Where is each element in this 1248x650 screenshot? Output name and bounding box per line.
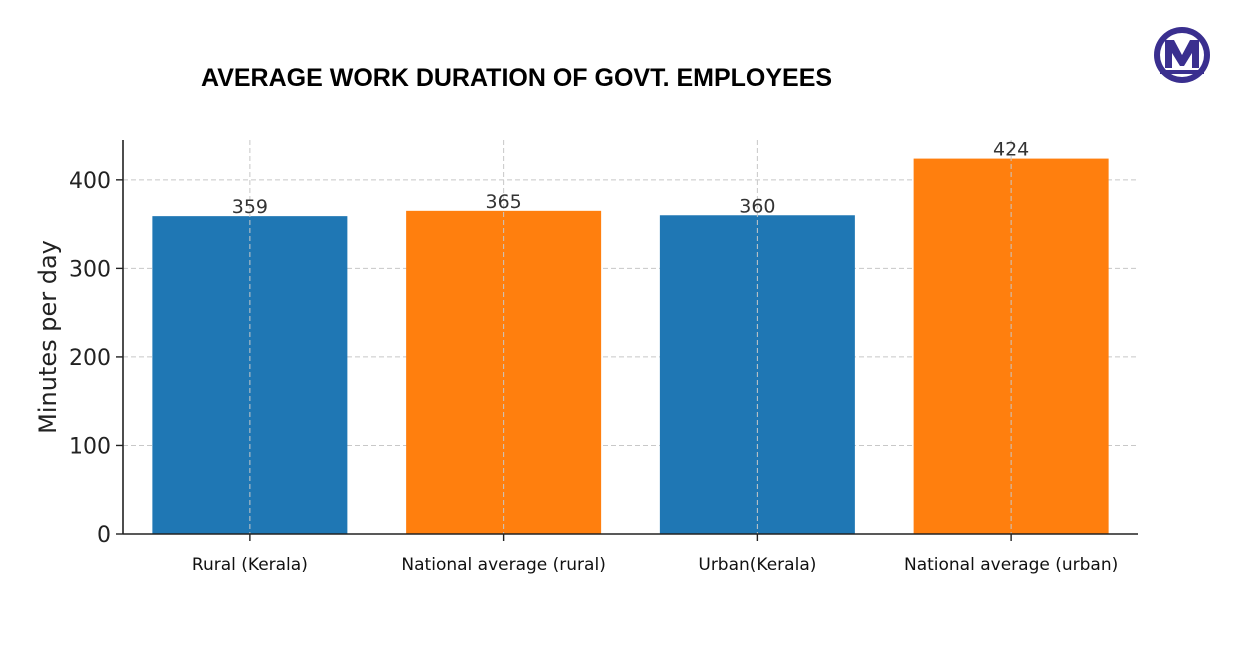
bar-value-label: 359	[232, 196, 268, 218]
brand-logo-icon	[1154, 27, 1210, 83]
labels: 0 100 200 300 400 359 Rural (Kerala) 365 Nationa…	[69, 139, 1118, 575]
bars	[152, 158, 1109, 535]
axes	[116, 140, 1138, 541]
y-tick-label: 100	[69, 434, 111, 459]
x-category-label: Rural (Kerala)	[192, 555, 308, 575]
bar-value-label: 424	[993, 139, 1029, 161]
x-category-label: National average (rural)	[401, 555, 605, 575]
bar-value-label: 365	[485, 191, 521, 213]
x-category-label: Urban(Kerala)	[698, 555, 816, 575]
y-axis-label: Minutes per day	[34, 240, 62, 434]
logo-underline	[1160, 70, 1204, 74]
x-category-label: National average (urban)	[904, 555, 1118, 575]
logo-m-glyph	[1165, 40, 1199, 68]
y-tick-label: 200	[69, 346, 111, 371]
chart-title: AVERAGE WORK DURATION OF GOVT. EMPLOYEES	[201, 64, 832, 92]
y-tick-label: 300	[69, 257, 111, 282]
y-tick-label: 400	[69, 169, 111, 194]
vertical-grid	[249, 140, 1012, 534]
y-tick-label: 0	[97, 523, 111, 548]
bar-value-label: 360	[739, 195, 775, 217]
